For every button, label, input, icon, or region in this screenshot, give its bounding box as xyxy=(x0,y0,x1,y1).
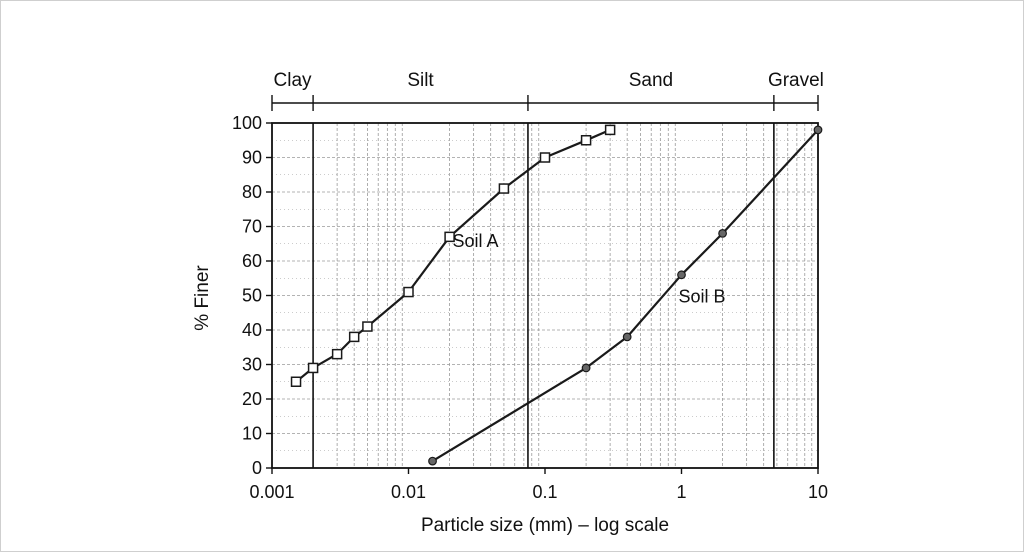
y-tick-label: 30 xyxy=(242,355,262,375)
soil-a-point xyxy=(307,362,319,374)
soil-b-point xyxy=(813,125,823,135)
y-tick-label: 70 xyxy=(242,217,262,237)
soil-a-point xyxy=(444,231,455,243)
soil-a-point xyxy=(290,376,302,387)
x-tick-label: 0.001 xyxy=(249,482,294,502)
soil-b-label: Soil B xyxy=(678,286,725,306)
grid xyxy=(272,123,818,468)
axes: 0 10 20 30 40 50 60 70 80 90 100 0.001 0.01 0.1 1 10 xyxy=(232,113,828,502)
soil-b-point xyxy=(581,363,591,373)
soil-a-point xyxy=(331,348,343,360)
series: Soil A Soil B xyxy=(290,124,823,466)
soil-a-line xyxy=(295,128,611,383)
y-tick-label: 100 xyxy=(232,113,262,133)
soil-a-label: Soil A xyxy=(452,231,498,251)
soil-class-label: Clay xyxy=(274,70,313,91)
y-tick-label: 40 xyxy=(242,320,262,340)
soil-class-bar: Clay Silt Sand Gravel xyxy=(271,70,824,111)
y-tick-label: 10 xyxy=(242,424,262,444)
soil-b-point xyxy=(718,228,727,238)
soil-a-point xyxy=(403,286,414,298)
soil-a-point xyxy=(498,183,510,194)
y-tick-label: 60 xyxy=(242,251,262,271)
y-tick-label: 20 xyxy=(242,389,262,409)
y-tick-label: 0 xyxy=(252,458,262,478)
soil-class-label: Gravel xyxy=(768,70,824,91)
y-axis-label: % Finer xyxy=(192,265,213,331)
soil-b-line xyxy=(431,129,819,463)
soil-b-point xyxy=(428,456,437,466)
soil-class-label: Sand xyxy=(629,70,673,91)
soil-b-point xyxy=(677,270,686,280)
x-tick-label: 1 xyxy=(676,482,686,502)
soil-a-point xyxy=(362,321,373,332)
class-boundaries xyxy=(312,123,775,468)
x-axis-label: Particle size (mm) – log scale xyxy=(421,515,669,536)
x-tick-label: 10 xyxy=(808,482,828,502)
y-tick-label: 90 xyxy=(242,148,262,168)
x-tick-label: 0.1 xyxy=(532,482,557,502)
soil-a-point xyxy=(539,152,551,163)
y-tick-label: 50 xyxy=(242,286,262,306)
x-tick-label: 0.01 xyxy=(391,482,426,502)
soil-a-point xyxy=(348,331,360,343)
y-tick-label: 80 xyxy=(242,182,262,202)
soil-class-label: Silt xyxy=(407,70,434,91)
soil-a-point xyxy=(580,135,592,146)
soil-a-point xyxy=(604,124,616,136)
soil-b-point xyxy=(622,332,632,342)
